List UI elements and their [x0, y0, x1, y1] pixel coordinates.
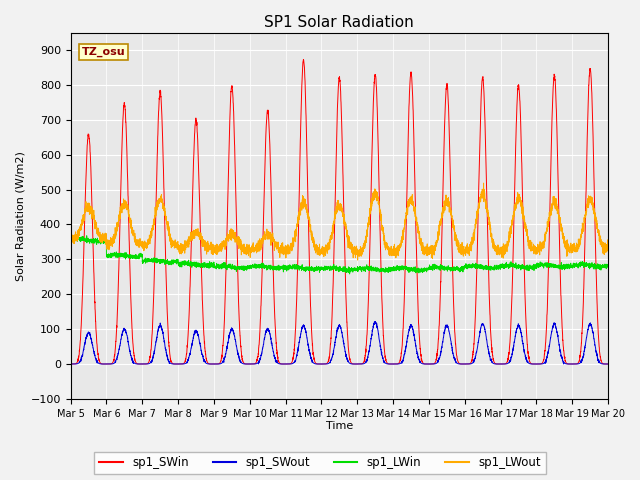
sp1_LWin	[604, 262, 612, 267]
sp1_LWin	[67, 238, 74, 244]
sp1_SWin	[300, 57, 307, 62]
sp1_LWin	[346, 271, 353, 277]
sp1_LWout	[319, 248, 327, 253]
sp1_SWin	[490, 360, 498, 365]
sp1_LWin	[83, 233, 90, 239]
Line: sp1_SWout: sp1_SWout	[70, 322, 608, 364]
sp1_LWout	[354, 257, 362, 263]
sp1_SWout	[430, 361, 438, 367]
sp1_SWout	[604, 361, 611, 367]
sp1_LWout	[604, 244, 611, 250]
sp1_SWout	[604, 361, 612, 367]
sp1_LWin	[430, 264, 438, 270]
sp1_LWin	[604, 264, 611, 270]
sp1_LWout	[604, 242, 612, 248]
Title: SP1 Solar Radiation: SP1 Solar Radiation	[264, 15, 414, 30]
Line: sp1_LWin: sp1_LWin	[70, 236, 608, 274]
sp1_SWin	[319, 361, 327, 367]
sp1_LWin	[319, 265, 327, 271]
sp1_LWout	[430, 249, 438, 254]
sp1_LWin	[460, 265, 468, 271]
Y-axis label: Solar Radiation (W/m2): Solar Radiation (W/m2)	[15, 151, 25, 281]
X-axis label: Time: Time	[326, 421, 353, 432]
sp1_SWin	[604, 361, 612, 367]
sp1_LWout	[490, 247, 498, 252]
Line: sp1_SWin: sp1_SWin	[70, 60, 608, 364]
Legend: sp1_SWin, sp1_SWout, sp1_LWin, sp1_LWout: sp1_SWin, sp1_SWout, sp1_LWin, sp1_LWout	[95, 452, 545, 474]
sp1_SWout	[460, 361, 467, 367]
sp1_SWout	[67, 361, 74, 367]
sp1_SWin	[67, 361, 74, 367]
Line: sp1_LWout: sp1_LWout	[70, 183, 608, 260]
sp1_SWout	[372, 319, 380, 324]
sp1_LWout	[67, 237, 74, 243]
sp1_SWin	[604, 361, 611, 367]
sp1_LWout	[480, 180, 488, 186]
sp1_SWout	[490, 361, 498, 367]
sp1_LWin	[490, 263, 498, 269]
Text: TZ_osu: TZ_osu	[81, 47, 125, 58]
sp1_SWin	[460, 361, 467, 367]
sp1_SWout	[319, 361, 327, 367]
sp1_SWin	[430, 361, 438, 367]
sp1_SWout	[163, 354, 171, 360]
sp1_LWout	[163, 224, 171, 230]
sp1_LWout	[460, 246, 467, 252]
sp1_SWin	[163, 309, 171, 314]
sp1_LWin	[163, 260, 171, 265]
